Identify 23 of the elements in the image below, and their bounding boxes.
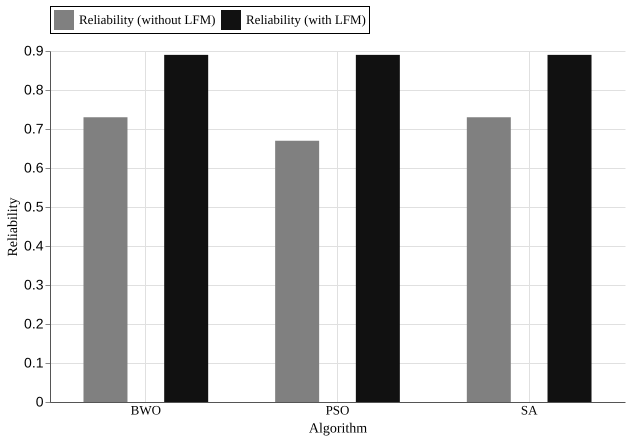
bar [83,117,128,402]
legend-label: Reliability (with LFM) [246,12,366,27]
y-tick-label: 0.5 [24,198,44,214]
x-tick-label: BWO [130,402,162,418]
bar [275,140,320,402]
y-tick-label: 0.4 [24,238,44,254]
y-tick-label: 0.1 [24,354,44,370]
x-axis-title: Algorithm [308,422,368,436]
bar [548,54,592,402]
y-tick-label: 0.6 [24,160,44,176]
x-tick-label: PSO [326,402,350,418]
bar [356,54,400,402]
y-tick-label: 0.9 [24,42,44,58]
y-tick-label: 0.8 [24,82,44,98]
y-tick-label: 0 [36,394,44,410]
legend-label: Reliability (without LFM) [79,12,216,27]
bar [466,117,511,402]
bar [164,54,208,402]
y-tick-label: 0.7 [24,120,44,136]
y-tick-label: 0.2 [24,316,44,332]
y-tick-label: 0.3 [24,276,44,292]
x-tick-label: SA [520,402,538,418]
y-axis-title: Reliability [6,197,22,257]
